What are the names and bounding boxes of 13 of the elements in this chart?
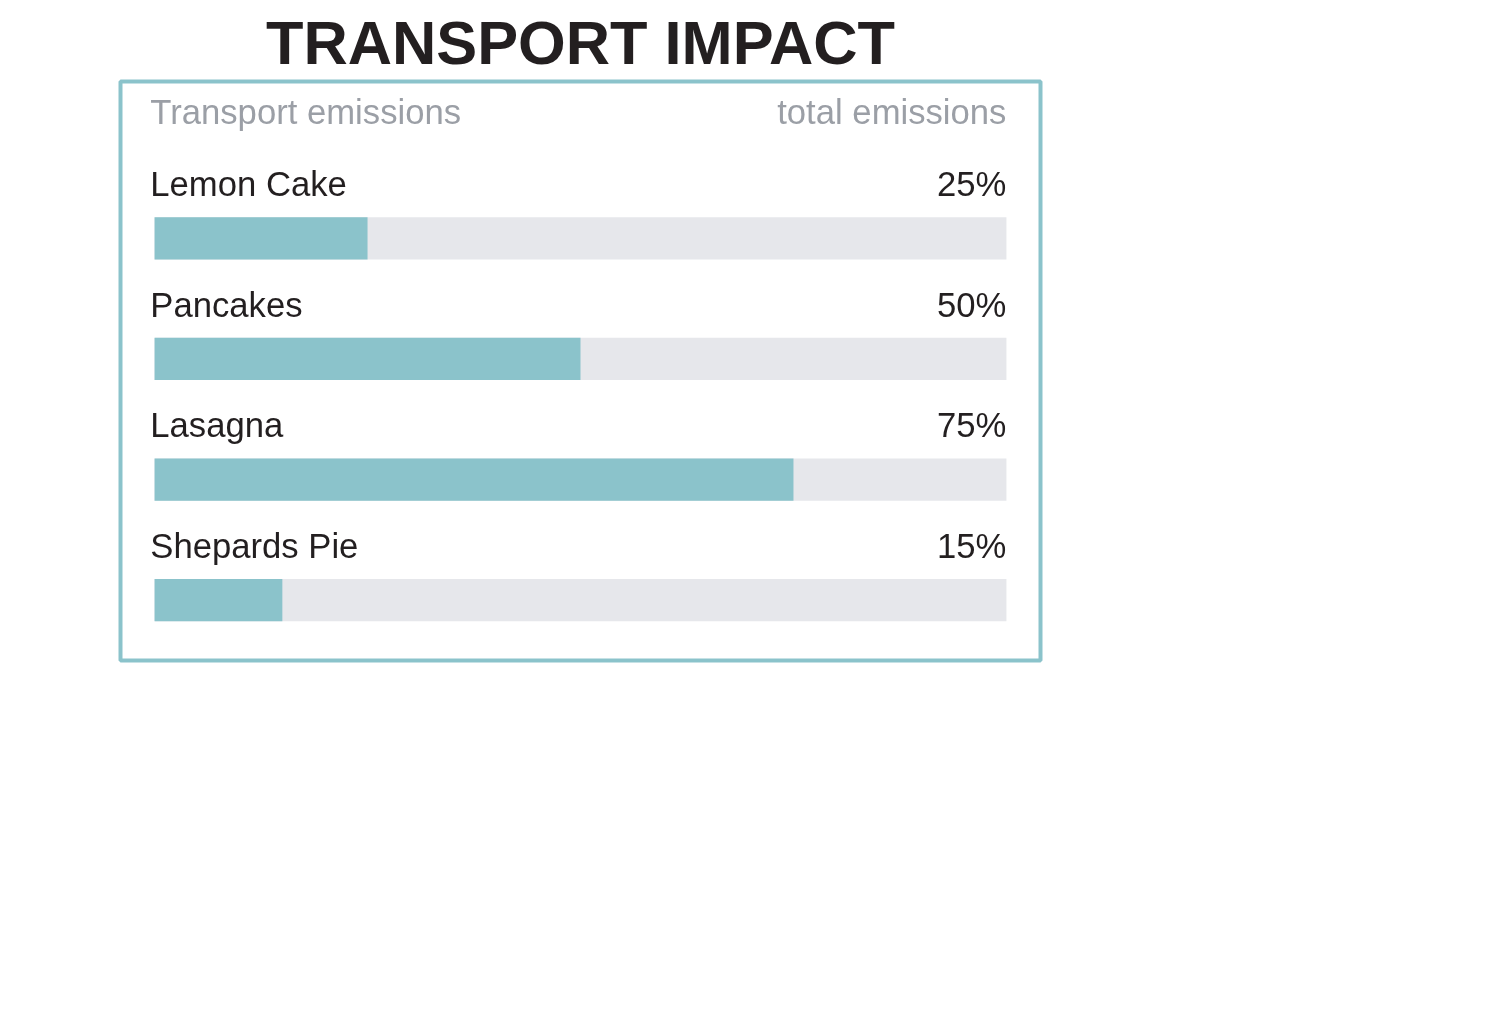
chart-title: TRANSPORT IMPACT	[265, 7, 896, 77]
annotation: Transport emissions	[150, 92, 462, 131]
y-tick-label: Lasagna	[150, 406, 285, 445]
y-tick-label: Pancakes	[150, 285, 303, 324]
y-tick-label: Lemon Cake	[150, 165, 347, 204]
bar	[154, 579, 283, 622]
bar	[154, 217, 368, 260]
annotation: total emissions	[777, 92, 1007, 131]
data-label: 75%	[937, 406, 1007, 445]
data-label: 50%	[937, 285, 1007, 324]
data-label: 15%	[937, 526, 1007, 565]
y-tick-label: Shepards Pie	[150, 526, 359, 565]
data-label: 25%	[937, 165, 1007, 204]
